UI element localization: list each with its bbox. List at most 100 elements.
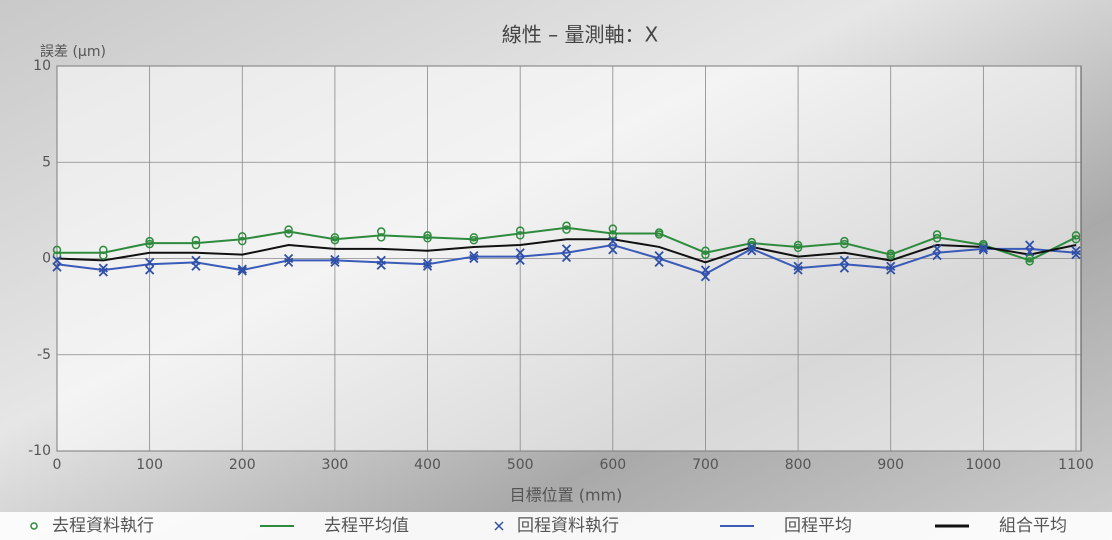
- marker: [515, 226, 525, 235]
- marker: [561, 244, 572, 254]
- x-tick-label: 700: [692, 457, 719, 473]
- marker: [839, 255, 850, 266]
- marker: [608, 224, 618, 233]
- marker: [422, 258, 433, 268]
- marker: [840, 236, 849, 246]
- marker: [1025, 240, 1035, 250]
- x-tick-label: 1100: [1058, 457, 1094, 473]
- marker: [886, 261, 896, 271]
- marker: [886, 251, 895, 260]
- x-tick-label: 1000: [966, 457, 1002, 473]
- legend-label: 組合平均: [999, 516, 1067, 536]
- line: [57, 226, 1077, 262]
- marker: [52, 245, 62, 255]
- marker: [1025, 257, 1034, 266]
- legend-label: 去程平均值: [324, 516, 409, 536]
- marker: [237, 266, 247, 276]
- marker: [52, 251, 62, 260]
- marker: [562, 221, 571, 231]
- marker: [145, 239, 154, 249]
- marker: [376, 260, 386, 270]
- line: [56, 244, 1077, 275]
- marker: [654, 230, 664, 239]
- marker: [191, 240, 201, 250]
- marker: [98, 263, 108, 273]
- marker: [793, 261, 803, 271]
- marker: [978, 243, 989, 253]
- marker: [284, 225, 293, 234]
- marker: [469, 233, 479, 242]
- x-tick-label: 100: [136, 457, 163, 473]
- marker: [701, 250, 710, 259]
- marker: [423, 231, 432, 240]
- marker: [191, 261, 201, 271]
- x-tick-label: 300: [322, 457, 349, 473]
- marker: [283, 257, 294, 267]
- marker: [423, 234, 432, 243]
- marker: [932, 230, 942, 239]
- marker: [376, 233, 386, 242]
- marker: [1071, 246, 1081, 256]
- marker: [330, 235, 340, 245]
- marker: [330, 257, 340, 267]
- marker: [52, 262, 62, 272]
- legend-symbol: [30, 522, 38, 530]
- marker: [99, 251, 108, 260]
- marker: [98, 267, 108, 277]
- marker: [1025, 254, 1034, 263]
- marker: [793, 243, 803, 253]
- marker: [932, 234, 942, 243]
- x-tick-label: 400: [414, 457, 441, 473]
- x-tick-label: 500: [507, 457, 534, 473]
- y-tick-label: 5: [42, 154, 51, 170]
- y-tick-label: 0: [42, 251, 51, 267]
- marker: [700, 265, 711, 275]
- marker: [1025, 247, 1035, 257]
- marker: [747, 246, 757, 256]
- marker: [515, 255, 525, 266]
- marker: [654, 250, 664, 261]
- marker: [237, 264, 247, 274]
- marker: [376, 227, 386, 236]
- marker: [978, 245, 989, 255]
- marker: [608, 245, 618, 255]
- marker: [52, 255, 62, 266]
- marker: [144, 257, 155, 267]
- marker: [932, 250, 942, 261]
- chart-title: 線性 – 量測軸：X: [502, 23, 659, 47]
- legend-label: 回程平均: [784, 516, 852, 536]
- marker: [654, 257, 664, 267]
- marker: [99, 245, 108, 255]
- marker: [515, 231, 525, 240]
- marker: [238, 232, 247, 241]
- y-tick-label: -10: [28, 443, 51, 459]
- y-axis-label: 誤差 (µm): [40, 44, 106, 60]
- marker: [562, 225, 571, 234]
- x-tick-label: 800: [785, 457, 812, 473]
- marker: [932, 244, 942, 254]
- marker: [469, 253, 479, 264]
- marker: [422, 261, 433, 271]
- marker: [793, 240, 803, 250]
- marker: [608, 236, 618, 246]
- x-tick-label: 900: [877, 457, 904, 473]
- marker: [283, 253, 294, 264]
- x-tick-label: 200: [229, 457, 256, 473]
- marker: [191, 235, 201, 245]
- x-tick-label: 600: [599, 457, 626, 473]
- marker: [561, 252, 572, 263]
- marker: [747, 240, 757, 250]
- marker: [284, 229, 293, 238]
- marker: [1071, 235, 1081, 244]
- x-tick-label: 0: [53, 457, 62, 473]
- marker: [469, 235, 479, 245]
- marker: [1071, 250, 1081, 260]
- x-axis-label: 目標位置 (mm): [510, 486, 623, 505]
- marker: [469, 250, 479, 261]
- marker: [238, 236, 247, 246]
- marker: [1071, 231, 1081, 240]
- legend-symbol: [494, 521, 504, 531]
- marker: [886, 265, 896, 275]
- marker: [701, 246, 710, 256]
- legend-label: 回程資料執行: [517, 516, 619, 536]
